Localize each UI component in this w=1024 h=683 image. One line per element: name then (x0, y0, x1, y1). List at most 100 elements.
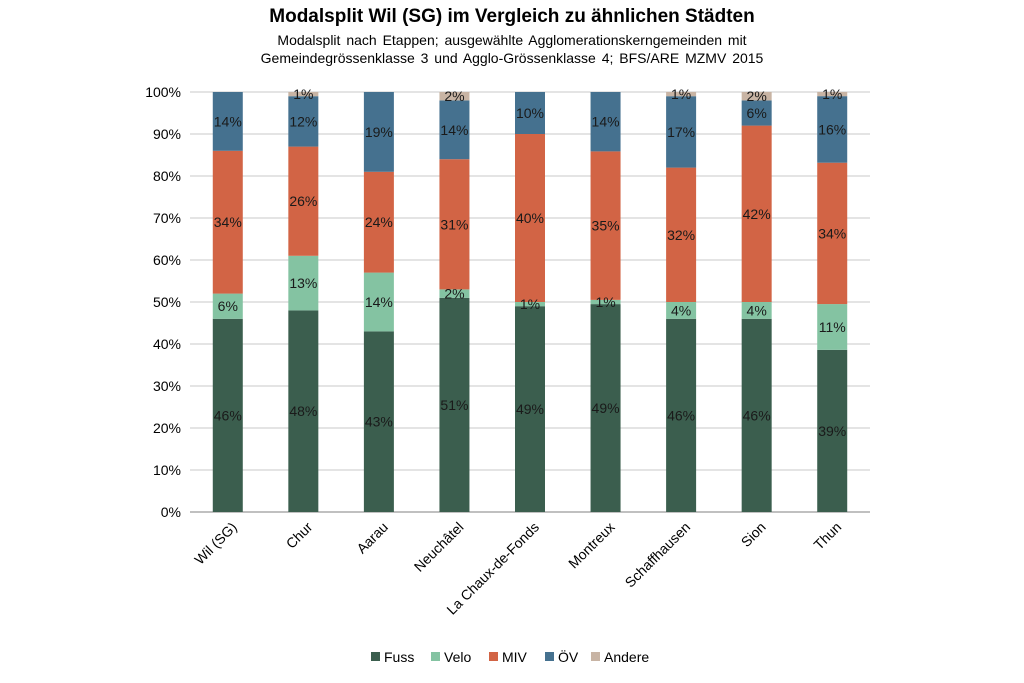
data-label: 1% (595, 294, 615, 310)
data-label: 1% (520, 296, 540, 312)
y-tick-label: 90% (153, 126, 181, 142)
y-tick-label: 100% (145, 84, 181, 100)
bar-segment (515, 302, 545, 307)
y-axis-ticks: 0% 10% 20% 30% 40% 50% 60% 70% 80% 90% 100% (145, 84, 181, 520)
data-label: 32% (667, 227, 695, 243)
data-label: 14% (365, 294, 393, 310)
bar-segment (288, 146, 319, 256)
bar-segment (439, 289, 470, 298)
bar-segment (817, 162, 848, 305)
bar-segment (439, 159, 470, 290)
data-label: 6% (747, 105, 767, 121)
data-label: 39% (818, 423, 846, 439)
x-category-label: Montreux (565, 519, 618, 572)
bar-segment (363, 272, 394, 332)
chart-subtitle-line-1: Modalsplit nach Etappen; ausgewählte Agg… (277, 32, 747, 48)
bar-segment (741, 92, 772, 101)
legend-swatch (489, 652, 498, 661)
legend-label: Fuss (384, 649, 414, 665)
bars (212, 92, 848, 512)
x-category-label: Chur (283, 519, 316, 552)
bar-segment (439, 92, 470, 101)
bar-segment (590, 92, 621, 152)
legend-label: MIV (502, 649, 528, 665)
data-label: 24% (365, 214, 393, 230)
data-label: 2% (444, 286, 464, 302)
legend-swatch (545, 652, 554, 661)
bar-segment (666, 92, 697, 97)
data-label: 17% (667, 124, 695, 140)
x-category-label: Schaffhausen (622, 519, 694, 591)
bar-segment (439, 100, 470, 160)
bar-segment (741, 302, 772, 319)
data-labels: 46% 6% 34% 14% 48% 13% 26% 12% 1% 43% 14% 24% 19% 51%… (214, 86, 846, 439)
bar-segment (515, 306, 545, 512)
bar-segment (212, 150, 243, 294)
data-label: 48% (289, 403, 317, 419)
bar-segment (666, 302, 697, 319)
legend-swatch (431, 652, 440, 661)
bar-segment (515, 134, 545, 302)
data-label: 4% (671, 302, 691, 318)
x-category-label: Wil (SG) (191, 519, 240, 568)
bar-segment (288, 92, 319, 97)
x-category-label: Sion (738, 519, 769, 550)
y-tick-label: 0% (161, 504, 181, 520)
data-label: 49% (592, 400, 620, 416)
legend-label: ÖV (558, 648, 579, 665)
y-tick-label: 10% (153, 462, 181, 478)
bar-segment (590, 299, 621, 305)
data-label: 4% (747, 302, 767, 318)
bar-segment (741, 100, 772, 126)
y-tick-label: 30% (153, 378, 181, 394)
legend-swatch (591, 652, 600, 661)
bar-segment (515, 92, 545, 134)
data-label: 43% (365, 414, 393, 430)
y-tick-label: 60% (153, 252, 181, 268)
chart-subtitle-line-2: Gemeindegrössenklasse 3 und Agglo-Grösse… (260, 50, 764, 66)
legend: Fuss Velo MIV ÖV Andere (371, 648, 649, 665)
bar-segment (817, 349, 848, 512)
data-label: 1% (822, 86, 842, 102)
bar-segment (363, 171, 394, 273)
data-label: 40% (516, 210, 544, 226)
data-label: 31% (440, 216, 468, 232)
bar-segment (817, 96, 848, 163)
bar-segment (363, 331, 394, 512)
bar-segment (817, 304, 848, 350)
bar-segment (288, 96, 319, 147)
legend-label: Velo (444, 649, 471, 665)
bar-segment (439, 297, 470, 512)
data-label: 16% (818, 121, 846, 137)
data-label: 49% (516, 401, 544, 417)
bar-segment (666, 167, 697, 302)
y-tick-label: 80% (153, 168, 181, 184)
data-label: 26% (289, 193, 317, 209)
y-tick-label: 70% (153, 210, 181, 226)
data-label: 11% (819, 319, 846, 335)
legend-swatch (371, 652, 380, 661)
bar-segment (741, 125, 772, 302)
data-label: 42% (743, 206, 771, 222)
data-label: 10% (516, 105, 544, 121)
legend-label: Andere (604, 649, 649, 665)
data-label: 46% (214, 407, 242, 423)
chart-title: Modalsplit Wil (SG) im Vergleich zu ähnl… (269, 6, 755, 27)
data-label: 34% (818, 225, 846, 241)
data-label: 19% (365, 124, 393, 140)
data-label: 2% (747, 88, 767, 104)
data-label: 35% (592, 218, 620, 234)
bar-segment (288, 255, 319, 311)
bar-segment (212, 92, 243, 151)
bar-segment (212, 293, 243, 319)
data-label: 13% (289, 275, 317, 291)
data-label: 1% (671, 86, 691, 102)
bar-segment (741, 318, 772, 512)
x-category-label: Neuchâtel (411, 519, 467, 575)
data-label: 34% (214, 214, 242, 230)
data-label: 1% (293, 86, 313, 102)
x-category-label: Thun (810, 519, 844, 553)
data-label: 51% (440, 397, 468, 413)
bar-segment (590, 151, 621, 300)
